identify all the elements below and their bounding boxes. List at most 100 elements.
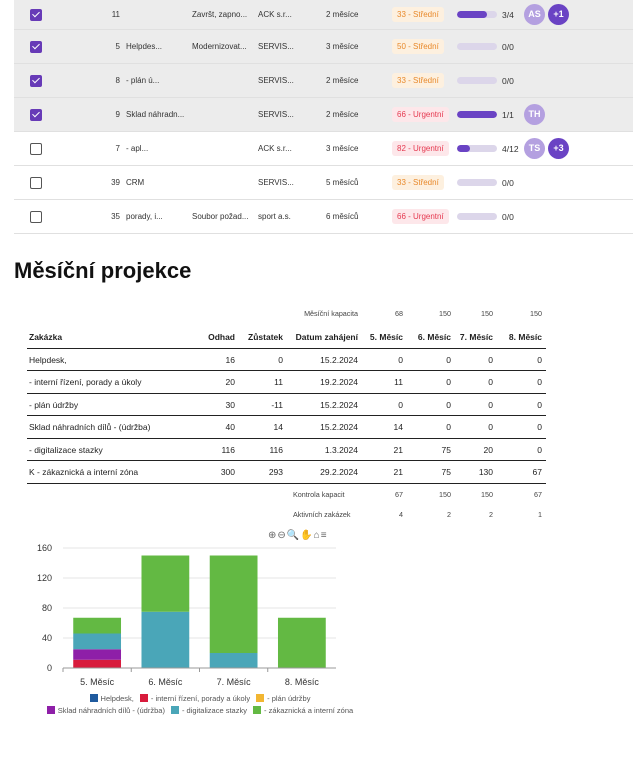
progress-fill	[457, 11, 487, 18]
bar-segment	[209, 653, 258, 668]
legend-item[interactable]: - interní řízení, porady a úkoly	[139, 693, 251, 705]
projection-cell: 14	[273, 422, 283, 432]
legend-item[interactable]: Helpdesk,	[89, 693, 134, 705]
project-name: Sklad náhradních dílů - (údržba)	[29, 422, 151, 432]
progress-count: 0/0	[502, 211, 514, 222]
column-header: 8. Měsíc	[508, 332, 542, 342]
row-label: Aktivních zakázek	[293, 509, 351, 519]
task-organization: SERVIS...	[258, 75, 294, 85]
priority-badge: 33 - Střední	[392, 174, 444, 190]
projection-cell: 11	[274, 377, 283, 387]
task-duration: 5 měsíců	[326, 177, 359, 187]
row-checkbox[interactable]	[30, 210, 42, 223]
priority-badge: 82 - Urgentní	[392, 140, 449, 156]
avatar[interactable]: TH	[524, 104, 545, 125]
projection-cell: 0	[488, 377, 493, 387]
row-checkbox[interactable]	[30, 108, 42, 121]
legend-label: - interní řízení, porady a úkoly	[150, 694, 251, 703]
row-checkbox[interactable]	[30, 40, 42, 53]
row-checkbox[interactable]	[30, 176, 42, 189]
row-checkbox[interactable]	[30, 74, 42, 87]
projection-cell: 21	[393, 467, 403, 477]
y-tick-label: 160	[37, 543, 52, 553]
projection-cell: 21	[393, 444, 403, 455]
projection-cell: 0	[537, 422, 542, 432]
row-value: 150	[439, 489, 451, 499]
x-tick-label: 6. Měsíc	[148, 677, 183, 687]
task-number: 35	[111, 211, 120, 221]
capacity-label: Měsíční kapacita	[304, 309, 358, 318]
projection-cell: 0	[537, 399, 542, 410]
projection-row: - digitalizace stazky 116 116 1.3.2024 21 75 2…	[27, 439, 546, 461]
legend-swatch	[46, 706, 55, 714]
priority-badge: 33 - Střední	[392, 6, 444, 22]
task-number: 8	[115, 75, 120, 85]
column-header: 5. Měsíc	[369, 332, 403, 342]
table-row[interactable]: 7 - apl... ACK s.r... 3 měsíce 82 - Urgentní…	[14, 132, 633, 166]
avatar[interactable]: AS	[524, 4, 545, 25]
bar-segment	[73, 649, 122, 660]
bar-segment	[209, 555, 258, 653]
column-header: 7. Měsíc	[459, 332, 493, 342]
task-organization: ACK s.r...	[258, 143, 292, 153]
more-assignees-badge[interactable]: +3	[548, 138, 569, 159]
project-name: - digitalizace stazky	[29, 444, 103, 455]
progress-bar	[457, 179, 497, 186]
projection-cell: 15.2.2024	[320, 422, 358, 432]
progress-count: 0/0	[502, 75, 514, 86]
projection-cell: 0	[537, 377, 542, 387]
task-duration: 2 měsíce	[326, 9, 359, 19]
table-row[interactable]: 39 CRM SERVIS... 5 měsíců 33 - Střední 0/0	[14, 166, 633, 200]
legend-label: Sklad náhradních dílů - (údržba)	[57, 706, 165, 715]
table-row[interactable]: 8 - plán ú... SERVIS... 2 měsíce 33 - Středn…	[14, 64, 633, 98]
task-description: Modernizovat...	[192, 41, 247, 51]
x-tick-label: 5. Měsíc	[80, 677, 115, 687]
table-row[interactable]: 35 porady, i... Soubor požad... sport a.s. 6…	[14, 200, 633, 234]
projection-row: Helpdesk, 16 0 15.2.2024 0 0 0 0	[27, 349, 546, 371]
legend-item[interactable]: - plán údržby	[256, 693, 310, 705]
legend-swatch	[252, 706, 261, 714]
legend-item[interactable]: Sklad náhradních dílů - (údržba)	[46, 705, 165, 717]
task-name: CRM	[126, 177, 145, 187]
x-tick-label: 8. Měsíc	[285, 677, 320, 687]
column-header: Odhad	[208, 332, 235, 342]
priority-badge: 33 - Střední	[392, 72, 444, 88]
more-assignees-badge[interactable]: +1	[548, 4, 569, 25]
progress-count: 3/4	[502, 9, 514, 20]
bar-segment	[277, 617, 326, 668]
task-duration: 6 měsíců	[326, 211, 359, 221]
bar-segment	[73, 617, 122, 634]
row-checkbox[interactable]	[30, 142, 42, 155]
chart-toolbar[interactable]: ⊕⊖🔍✋⌂≡	[268, 530, 328, 541]
bar-segment	[73, 659, 122, 668]
row-checkbox[interactable]	[30, 8, 42, 21]
row-value: 67	[534, 489, 542, 499]
priority-badge: 66 - Urgentní	[392, 106, 449, 122]
projection-cell: 0	[446, 377, 451, 387]
progress-fill	[457, 111, 497, 118]
legend-swatch	[256, 694, 265, 702]
projection-cell: 15.2.2024	[320, 354, 358, 365]
projection-cell: 0	[446, 354, 451, 365]
legend-item[interactable]: - digitalizace stazky	[170, 705, 247, 717]
y-tick-label: 0	[47, 663, 52, 673]
progress-bar	[457, 11, 497, 18]
projection-cell: 20	[483, 444, 493, 455]
capacity-value: 68	[395, 309, 403, 318]
table-row[interactable]: 9 Sklad náhradn... SERVIS... 2 měsíce 66 - U…	[14, 98, 633, 132]
task-duration: 2 měsíce	[326, 109, 359, 119]
progress-count: 0/0	[502, 177, 514, 188]
task-name: Sklad náhradn...	[126, 109, 185, 119]
avatar[interactable]: TS	[524, 138, 545, 159]
capacity-value: 150	[439, 309, 451, 318]
chart-legend: Helpdesk, - interní řízení, porady a úkol…	[30, 693, 370, 717]
projection-cell: 0	[446, 399, 451, 410]
table-row[interactable]: 11 Završt, zapno... ACK s.r... 2 měsíce 33 -…	[14, 0, 633, 30]
legend-item[interactable]: - zákaznická a interní zóna	[252, 705, 353, 717]
x-tick-label: 7. Měsíc	[217, 677, 252, 687]
table-row[interactable]: 5 Helpdes... Modernizovat... SERVIS... 3 měs…	[14, 30, 633, 64]
active-projects-row: Aktivních zakázek 4 2 2 1	[27, 504, 546, 524]
task-description: Soubor požad...	[192, 211, 249, 221]
task-organization: sport a.s.	[258, 211, 291, 221]
project-name: - plán údržby	[29, 399, 79, 410]
